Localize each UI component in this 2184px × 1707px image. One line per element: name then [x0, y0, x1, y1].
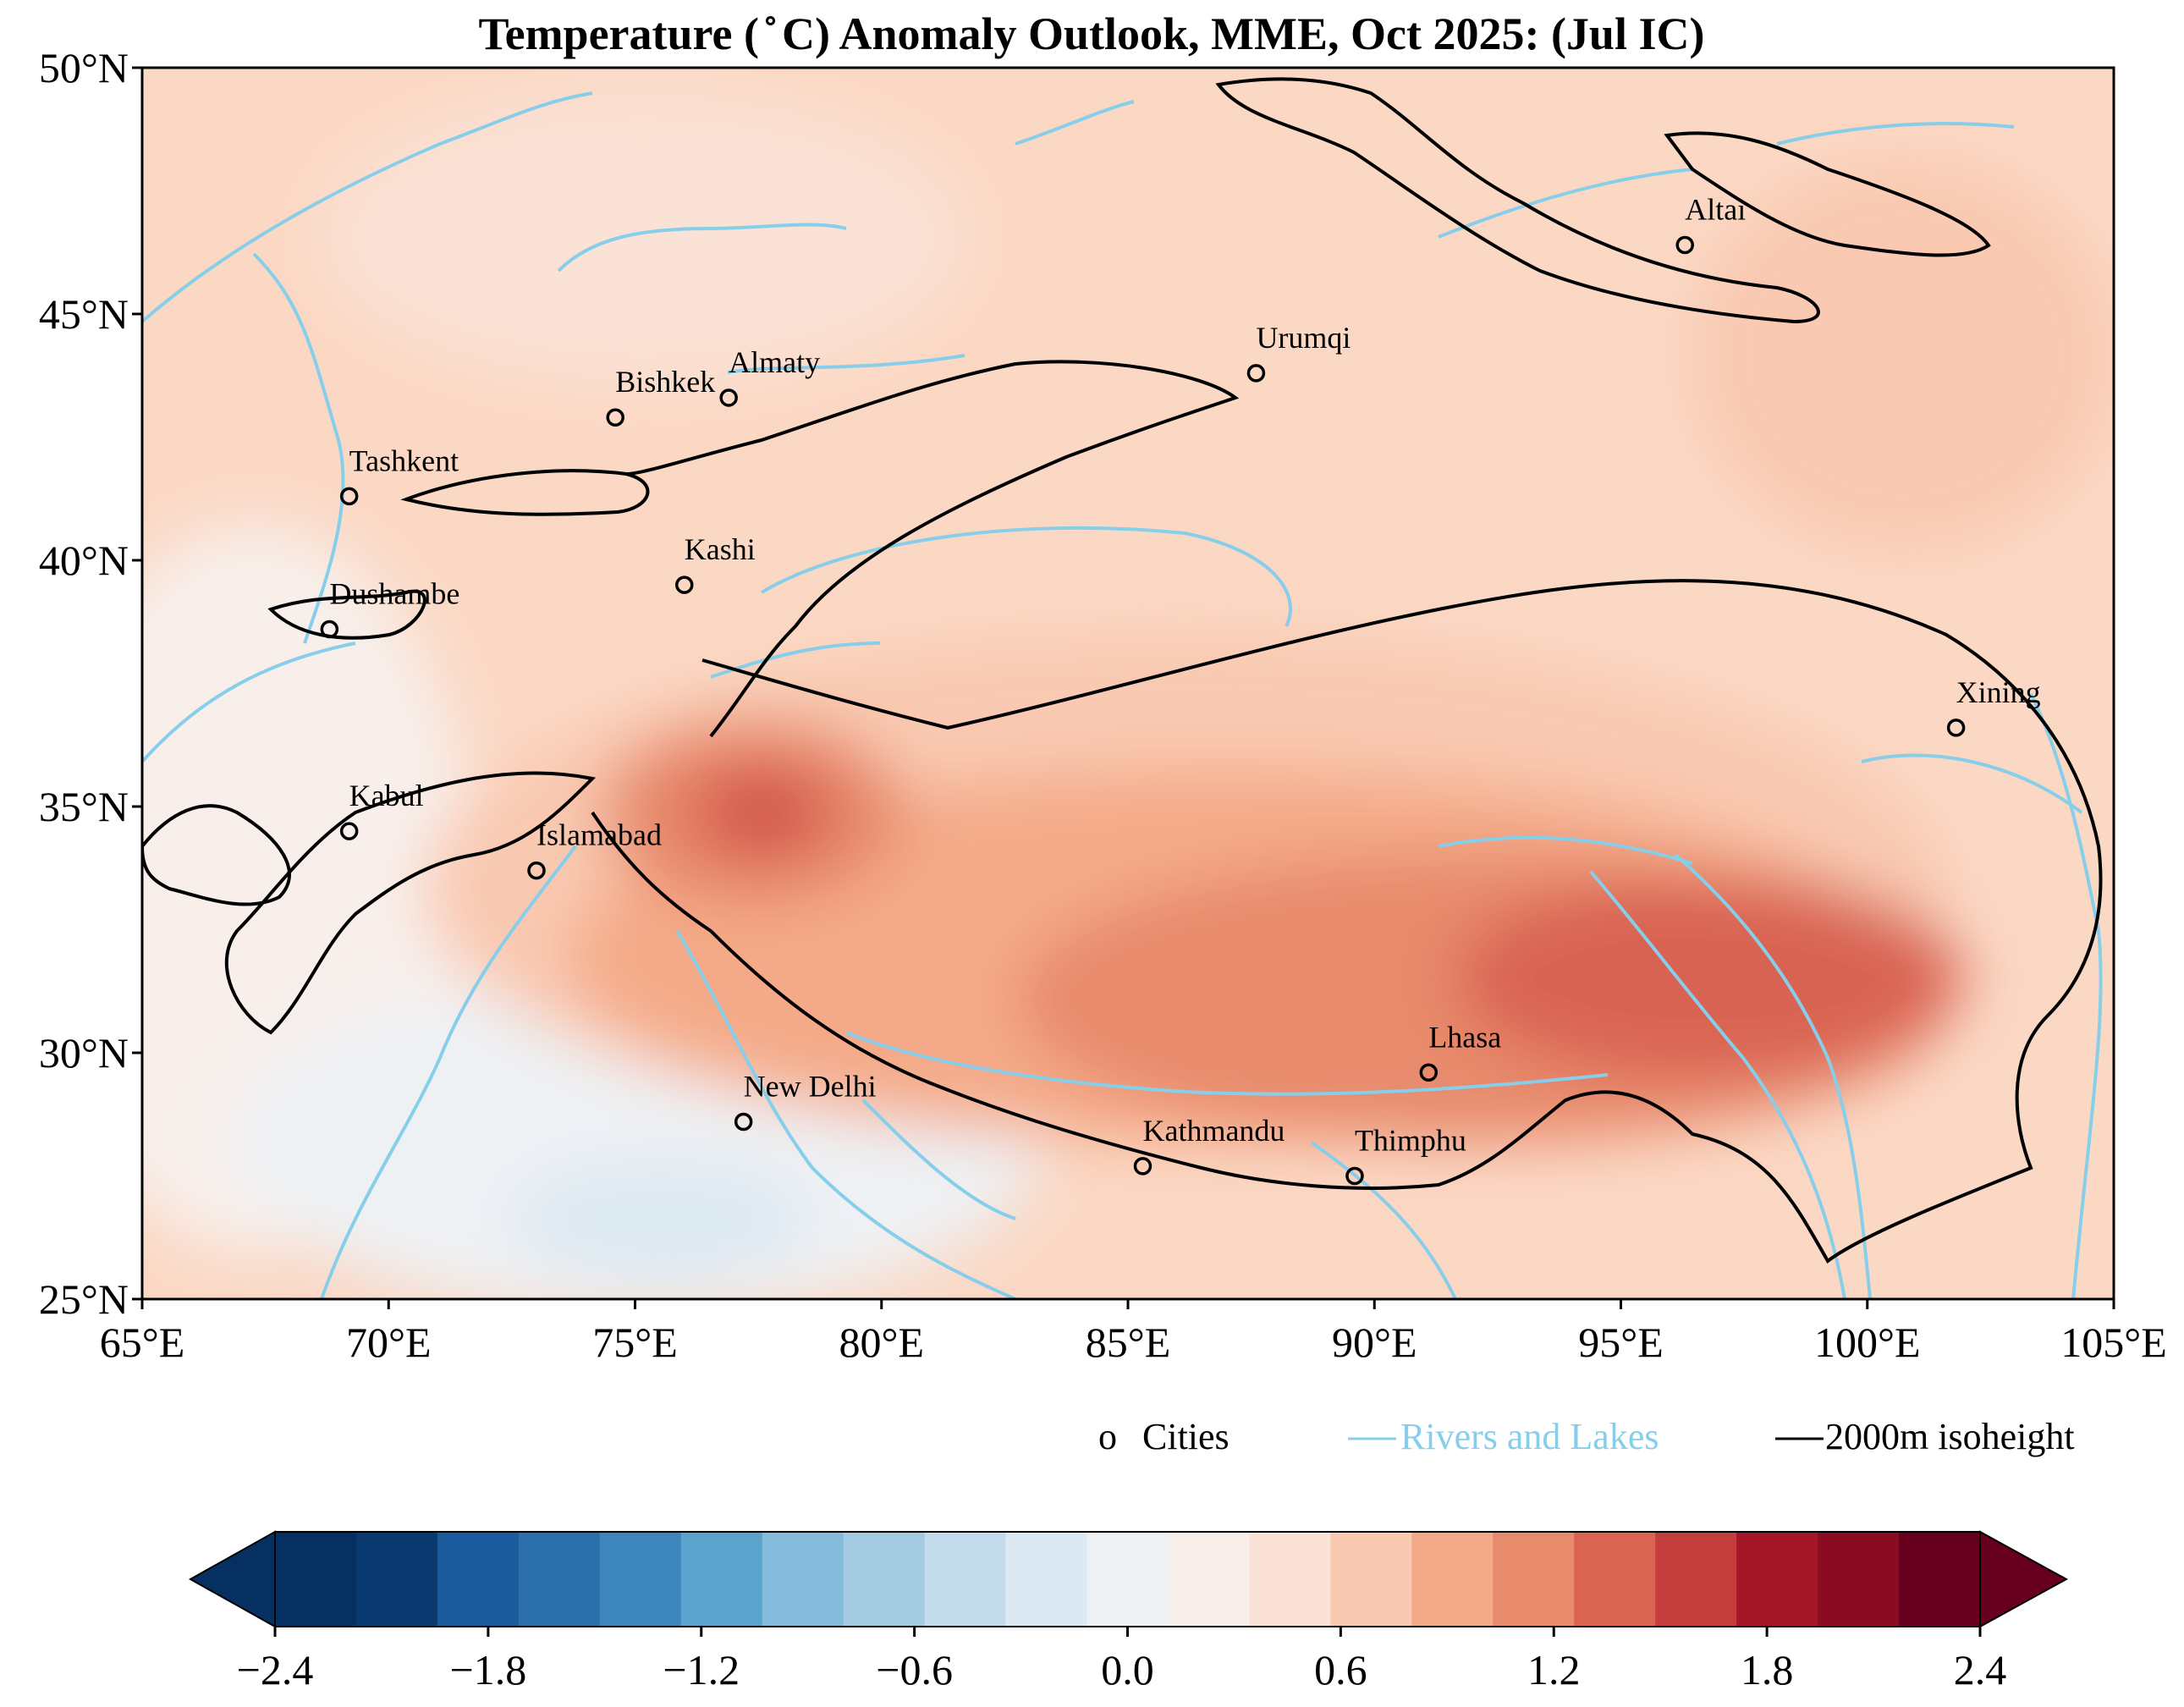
city-label: Dushambe	[329, 576, 459, 610]
field-cool-south	[508, 1159, 812, 1278]
x-tick-label: 70°E	[346, 1319, 432, 1366]
colorbar: −2.4 −1.8 −1.2 −0.6 0.0 0.6 1.2 1.8 2.4	[188, 1530, 2069, 1693]
city-marker	[675, 575, 694, 594]
colorbar-under-arrow	[188, 1530, 276, 1628]
city-label: Urumqi	[1256, 321, 1351, 355]
city-label: Islamabad	[536, 818, 662, 852]
anomaly-field	[142, 68, 2114, 1299]
axis-ticks: 65°E 70°E 75°E 80°E 85°E 90°E 95°E 100°E 105°E 25…	[39, 44, 2167, 1366]
city-label: Lhasa	[1428, 1020, 1501, 1054]
city-label: Tashkent	[349, 443, 459, 477]
colorbar-segment	[1330, 1532, 1412, 1627]
city-marker	[320, 619, 339, 639]
colorbar-segment	[437, 1532, 520, 1627]
legend-cities-marker: o	[1098, 1416, 1117, 1457]
colorbar-segment	[355, 1532, 438, 1627]
y-tick-label: 35°N	[39, 783, 129, 830]
colorbar-segment	[1005, 1532, 1088, 1627]
colorbar-segment	[1168, 1532, 1250, 1627]
legend-rivers-label: Rivers and Lakes	[1400, 1416, 1659, 1457]
city-marker	[339, 822, 359, 840]
legend-cities-label: Cities	[1142, 1416, 1230, 1457]
colorbar-tick-label: −1.8	[450, 1646, 527, 1693]
field-karakoram-max	[740, 796, 787, 833]
city-label: Xining	[1956, 675, 2041, 709]
colorbar-segment	[1493, 1532, 1575, 1627]
y-tick-label: 25°N	[39, 1275, 129, 1323]
colorbar-segment	[843, 1532, 926, 1627]
rivers-and-lakes	[142, 91, 2103, 1299]
city-label: Altai	[1685, 193, 1746, 227]
isoheight-2000m	[142, 77, 2103, 1264]
field-tibet-max	[1455, 876, 1963, 1079]
colorbar-segment	[1818, 1532, 1900, 1627]
x-tick-label: 80°E	[839, 1319, 924, 1366]
colorbar-tick-label: 0.0	[1101, 1646, 1154, 1693]
city-label: Thimphu	[1355, 1124, 1466, 1158]
city-marker	[339, 487, 359, 506]
city-label: Kashi	[685, 532, 756, 566]
colorbar-segment	[518, 1532, 601, 1627]
city-label: Kabul	[349, 779, 424, 812]
colorbar-tick-label: 1.8	[1741, 1646, 1794, 1693]
city-label: Bishkek	[615, 365, 715, 399]
x-tick-label: 100°E	[1814, 1319, 1921, 1366]
city-marker	[1419, 1063, 1439, 1082]
colorbar-segment	[680, 1532, 763, 1627]
colorbar-segment	[599, 1532, 682, 1627]
colorbar-segment	[275, 1532, 357, 1627]
y-tick-label: 50°N	[39, 44, 129, 91]
colorbar-tick-label: 1.2	[1527, 1646, 1581, 1693]
y-tick-label: 45°N	[39, 290, 129, 338]
colorbar-segment	[1086, 1532, 1169, 1627]
x-tick-label: 85°E	[1086, 1319, 1171, 1366]
x-tick-label: 105°E	[2060, 1319, 2167, 1366]
colorbar-tick-label: 2.4	[1954, 1646, 2007, 1693]
city-marker	[1675, 235, 1694, 255]
legend-isoheight-label: 2000m isoheight	[1825, 1416, 2075, 1457]
colorbar-tick-label: 0.6	[1314, 1646, 1367, 1693]
colorbar-tick-label: −0.6	[876, 1646, 953, 1693]
chart-title: Temperature ( ̊ C) Anomaly Outlook, MME,…	[479, 8, 1705, 59]
field-northeast	[1692, 161, 2114, 550]
colorbar-segment	[1899, 1532, 1981, 1627]
map-legend: o Cities Rivers and Lakes 2000m isoheigh…	[1098, 1416, 2075, 1457]
colorbar-tick-label: −1.2	[663, 1646, 740, 1693]
colorbar-segment	[1411, 1532, 1494, 1627]
city-label: Kathmandu	[1142, 1114, 1285, 1148]
colorbar-segment	[1249, 1532, 1331, 1627]
colorbar-segment	[1655, 1532, 1737, 1627]
colorbar-segment	[924, 1532, 1007, 1627]
x-tick-label: 90°E	[1332, 1319, 1417, 1366]
y-tick-label: 40°N	[39, 537, 129, 584]
colorbar-tick-label: −2.4	[237, 1646, 314, 1693]
x-tick-label: 75°E	[592, 1319, 678, 1366]
colorbar-segment	[1574, 1532, 1656, 1627]
city-marker	[606, 408, 624, 427]
city-marker	[1946, 719, 1966, 737]
colorbar-over-arrow	[1979, 1530, 2069, 1628]
city-marker	[1246, 364, 1266, 383]
colorbar-segment	[762, 1532, 844, 1627]
city-marker	[1133, 1157, 1153, 1176]
city-label: New Delhi	[744, 1069, 877, 1103]
y-tick-label: 30°N	[39, 1029, 129, 1077]
city-label: Almaty	[729, 345, 820, 379]
colorbar-segment	[1736, 1532, 1818, 1627]
city-marker	[1345, 1166, 1364, 1186]
x-tick-label: 65°E	[100, 1319, 185, 1366]
x-tick-label: 95°E	[1578, 1319, 1664, 1366]
cities-layer: Altai Urumqi Almaty Bishkek Tashkent Kashi Dus…	[320, 193, 2041, 1186]
city-marker	[719, 388, 738, 407]
field-light-north	[322, 93, 965, 381]
city-marker	[527, 861, 546, 880]
city-marker	[734, 1112, 753, 1132]
